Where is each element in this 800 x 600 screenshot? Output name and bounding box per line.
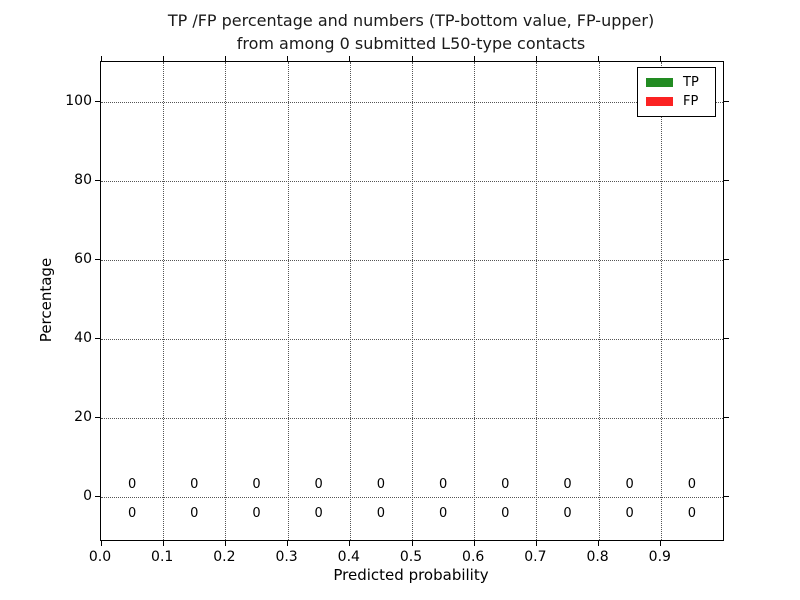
y-tick-mark [724, 180, 729, 181]
y-tick-mark [724, 101, 729, 102]
legend-label-tp: TP [683, 75, 699, 90]
x-axis-label: Predicted probability [333, 566, 489, 584]
chart-title-line2: from among 0 submitted L50-type contacts [236, 34, 586, 53]
x-tick-mark [411, 541, 413, 546]
x-tick-mark [287, 56, 289, 61]
y-tick-mark [95, 417, 100, 419]
gridline-x [660, 62, 662, 540]
x-tick-mark [535, 541, 537, 546]
x-tick-label: 0.1 [151, 549, 174, 565]
fp-count-label: 0 [190, 476, 199, 492]
tp-count-label: 0 [687, 506, 697, 522]
y-tick-label: 80 [74, 171, 92, 188]
x-tick-label: 0.4 [337, 549, 360, 565]
x-tick-mark [598, 541, 600, 546]
tp-count-label: 0 [563, 506, 572, 522]
y-tick-mark [724, 496, 729, 498]
y-tick-mark [95, 259, 100, 261]
x-tick-mark [224, 541, 226, 546]
x-tick-mark [535, 56, 537, 61]
y-tick-mark [95, 338, 100, 340]
chart-title-line1: TP /FP percentage and numbers (TP-bottom… [167, 11, 655, 30]
gridline-x [349, 62, 351, 540]
y-tick-mark [95, 180, 100, 181]
x-tick-mark [100, 56, 102, 61]
gridline-x [412, 62, 413, 540]
y-tick-mark [724, 259, 729, 261]
tp-swatch-icon [646, 78, 673, 87]
x-tick-label: 0.5 [399, 549, 423, 565]
tp-count-label: 0 [501, 506, 510, 522]
legend-label-fp: FP [683, 94, 699, 109]
x-tick-mark [660, 541, 662, 546]
fp-count-label: 0 [625, 476, 634, 492]
fp-count-label: 0 [314, 476, 323, 492]
tp-count-label: 0 [190, 506, 199, 522]
legend-entry-fp: FP [646, 92, 708, 111]
x-tick-mark [287, 541, 289, 546]
x-tick-label: 0.2 [213, 549, 236, 565]
x-tick-mark [224, 56, 226, 61]
x-tick-label: 0.8 [586, 549, 609, 565]
fp-count-label: 0 [252, 476, 261, 492]
x-tick-label: 0.9 [648, 549, 671, 565]
x-tick-mark [100, 541, 102, 546]
x-tick-mark [162, 541, 164, 546]
legend-entry-tp: TP [646, 73, 708, 92]
y-tick-label: 40 [74, 329, 92, 346]
gridline-x [598, 62, 600, 540]
y-tick-mark [724, 417, 729, 419]
fp-count-label: 0 [501, 476, 510, 492]
legend: TP FP [637, 67, 716, 117]
y-tick-label: 20 [74, 408, 92, 425]
tp-count-label: 0 [127, 506, 137, 522]
tp-count-label: 0 [314, 506, 323, 522]
y-tick-mark [724, 338, 729, 340]
x-tick-mark [162, 56, 164, 61]
y-tick-label: 60 [74, 250, 92, 267]
x-tick-mark [473, 541, 475, 546]
gridline-x [225, 62, 227, 540]
x-tick-mark [349, 56, 351, 61]
fp-count-label: 0 [376, 476, 386, 492]
x-tick-mark [349, 541, 351, 546]
x-tick-mark [473, 56, 475, 61]
fp-count-label: 0 [127, 476, 137, 492]
x-tick-label: 0.0 [88, 549, 112, 565]
x-tick-mark [660, 56, 662, 61]
gridline-x [536, 62, 538, 540]
fp-count-label: 0 [563, 476, 572, 492]
x-tick-label: 0.6 [462, 549, 485, 565]
tp-count-label: 0 [625, 506, 634, 522]
fp-swatch-icon [646, 97, 673, 106]
fp-count-label: 0 [438, 476, 448, 492]
fp-count-label: 0 [687, 476, 697, 492]
y-tick-mark [95, 101, 100, 102]
x-tick-mark [411, 56, 413, 61]
x-tick-label: 0.3 [275, 549, 298, 565]
gridline-x [163, 62, 165, 540]
plot-area: TP FP 0 0 0 0 0 0 0 0 0 0 0 0 0 0 0 0 0 0 0 0 [95, 56, 729, 546]
gridline-x [287, 62, 289, 540]
y-tick-mark [95, 496, 100, 498]
chart-title: TP /FP percentage and numbers (TP-bottom… [100, 9, 722, 55]
x-tick-label: 0.7 [524, 549, 547, 565]
gridline-x [474, 62, 476, 540]
tp-count-label: 0 [438, 506, 448, 522]
y-tick-label: 0 [83, 487, 92, 504]
tp-count-label: 0 [252, 506, 261, 522]
x-tick-mark [598, 56, 600, 61]
y-tick-label: 100 [65, 92, 92, 109]
tp-count-label: 0 [376, 506, 386, 522]
